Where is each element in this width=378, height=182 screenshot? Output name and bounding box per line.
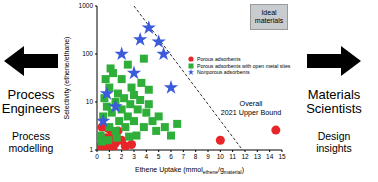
svg-text:1000: 1000 (79, 2, 94, 9)
svg-text:100: 100 (82, 50, 93, 57)
html-text:Design insights: Design insights (316, 130, 352, 155)
svg-text:9: 9 (206, 153, 210, 160)
html-text:Process modelling: Process modelling (8, 130, 54, 155)
svg-text:2: 2 (120, 153, 124, 160)
svg-text:15: 15 (278, 153, 286, 160)
svg-text:12: 12 (241, 153, 249, 160)
html-text:Overall: Overall (239, 99, 263, 108)
svg-text:13: 13 (254, 153, 262, 160)
html-text:2021 Upper Bound: 2021 Upper Bound (220, 107, 282, 117)
svg-text:8: 8 (194, 153, 198, 160)
svg-text:1: 1 (89, 146, 93, 153)
svg-text:Selectivity (ethene/ethane): Selectivity (ethene/ethane) (63, 37, 71, 120)
html-text:Process Engineers: Process Engineers (1, 87, 61, 117)
svg-text:10: 10 (217, 153, 225, 160)
svg-text:3: 3 (132, 153, 136, 160)
html-text:Porous adsorbents with open me: Porous adsorbents with open metal sites (197, 62, 291, 69)
html-text:Porous adsorbents: Porous adsorbents (197, 56, 241, 62)
svg-text:0: 0 (95, 153, 99, 160)
svg-text:10: 10 (86, 98, 94, 105)
svg-text:14: 14 (266, 153, 274, 160)
svg-text:5: 5 (157, 153, 161, 160)
svg-text:1: 1 (108, 153, 112, 160)
svg-text:11: 11 (229, 153, 236, 160)
svg-text:4: 4 (145, 153, 149, 160)
html-text:Nonporous adsorbents: Nonporous adsorbents (197, 69, 250, 75)
html-text:Ideal materials: Ideal materials (254, 9, 284, 24)
svg-text:6: 6 (169, 153, 173, 160)
html-text:Materials Scientists: Materials Scientists (306, 87, 362, 117)
html-text:Ethene Uptake (mmolethene/gmat: Ethene Uptake (mmolethene/gmaterial) (135, 166, 244, 176)
svg-text:7: 7 (182, 153, 186, 160)
